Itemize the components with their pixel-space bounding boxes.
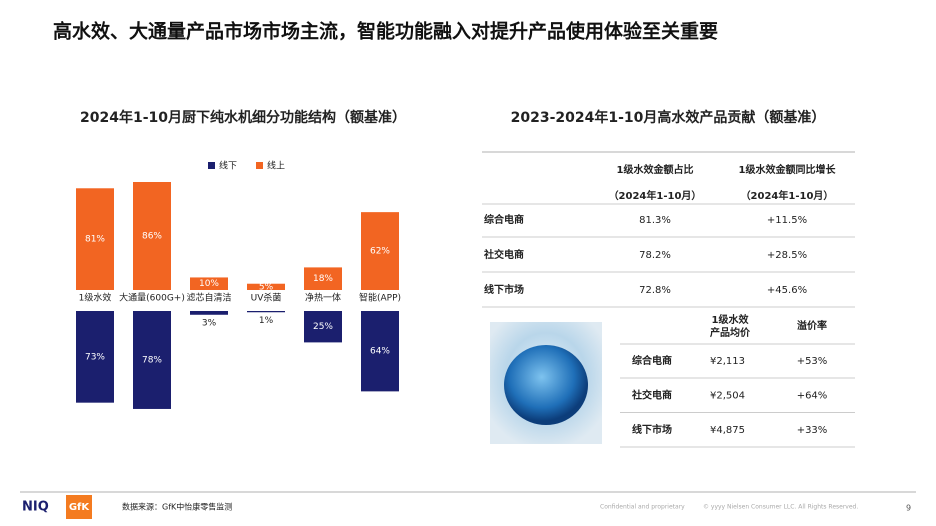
- slide-title: 高水效、大通量产品市场市场主流，智能功能融入对提升产品使用体验至关重要: [53, 20, 718, 43]
- table-title: 2023-2024年1-10月高水效产品贡献（额基准）: [511, 109, 826, 126]
- bar: [304, 311, 342, 343]
- value-label: 73%: [85, 352, 105, 362]
- legend-label: 线下: [219, 160, 237, 172]
- value-label: 3%: [202, 318, 217, 328]
- value-label: 18%: [313, 274, 333, 284]
- bar: [133, 311, 171, 409]
- category-label: 智能(APP): [359, 292, 401, 304]
- copyright: © yyyy Nielsen Consumer LLC. All Rights …: [703, 504, 858, 511]
- cell: +45.6%: [767, 285, 807, 296]
- category-label: 1级水效: [79, 292, 112, 304]
- row-label: 线下市场: [484, 283, 524, 296]
- cell: ¥2,113: [710, 356, 745, 367]
- cell: ¥4,875: [710, 425, 745, 436]
- row-label: 综合电商: [484, 213, 524, 226]
- water-drop: [504, 345, 588, 425]
- logo-box: [66, 495, 92, 519]
- category-label: 大通量(600G+): [119, 292, 185, 304]
- bar: [190, 311, 228, 315]
- legend-swatch: [256, 162, 263, 169]
- confidential: Confidential and proprietary: [600, 504, 685, 511]
- bar: [133, 182, 171, 290]
- bar: [361, 311, 399, 392]
- bar: [361, 212, 399, 290]
- value-label: 86%: [142, 232, 162, 242]
- value-label: 5%: [259, 282, 274, 292]
- row-label: 社交电商: [483, 248, 524, 261]
- cell: ¥2,504: [710, 391, 745, 402]
- cell: +11.5%: [767, 215, 807, 226]
- table-header: 产品均价: [710, 326, 751, 339]
- row-label: 社交电商: [631, 389, 672, 402]
- row-label: 线下市场: [632, 423, 672, 436]
- bar: [304, 267, 342, 290]
- table-header: （2024年1-10月）: [609, 189, 702, 202]
- legend-swatch: [208, 162, 215, 169]
- bar: [76, 311, 114, 403]
- legend-label: 线上: [267, 160, 285, 172]
- logo-gfk: GfK: [69, 502, 91, 513]
- value-label: 62%: [370, 247, 390, 257]
- cell: 81.3%: [639, 215, 671, 226]
- value-label: 25%: [313, 322, 333, 332]
- value-label: 64%: [370, 347, 390, 357]
- cell: 78.2%: [639, 250, 671, 261]
- cell: +33%: [797, 425, 828, 436]
- bar: [76, 188, 114, 290]
- cell: +53%: [797, 356, 828, 367]
- row-label: 综合电商: [632, 354, 672, 367]
- category-label: 滤芯自清洁: [186, 292, 231, 304]
- bar: [247, 283, 285, 290]
- value-label: 10%: [199, 279, 219, 289]
- category-label: 净热一体: [305, 292, 341, 304]
- logo-niq: NIQ: [22, 500, 49, 515]
- value-label: 81%: [85, 235, 105, 245]
- bar: [190, 277, 228, 290]
- table-header: 1级水效: [712, 313, 750, 326]
- table-header: 1级水效金额占比: [617, 163, 694, 176]
- table-header: 1级水效金额同比增长: [739, 163, 837, 176]
- value-label: 1%: [259, 316, 274, 326]
- value-label: 78%: [142, 355, 162, 365]
- chart-title: 2024年1-10月厨下纯水机细分功能结构（额基准）: [80, 109, 406, 126]
- cell: +64%: [797, 391, 828, 402]
- page-number: 9: [906, 504, 911, 513]
- table-header: 溢价率: [797, 319, 827, 332]
- table-header: （2024年1-10月）: [741, 189, 834, 202]
- source: 数据来源：GfK中怡康零售监测: [122, 502, 232, 512]
- bar: [247, 311, 285, 313]
- cell: 72.8%: [639, 285, 671, 296]
- cell: +28.5%: [767, 250, 807, 261]
- category-label: UV杀菌: [251, 292, 282, 304]
